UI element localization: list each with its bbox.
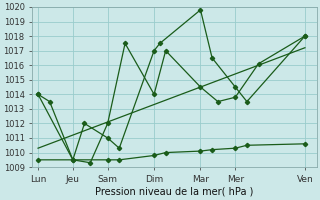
X-axis label: Pression niveau de la mer( hPa ): Pression niveau de la mer( hPa ) xyxy=(95,187,253,197)
